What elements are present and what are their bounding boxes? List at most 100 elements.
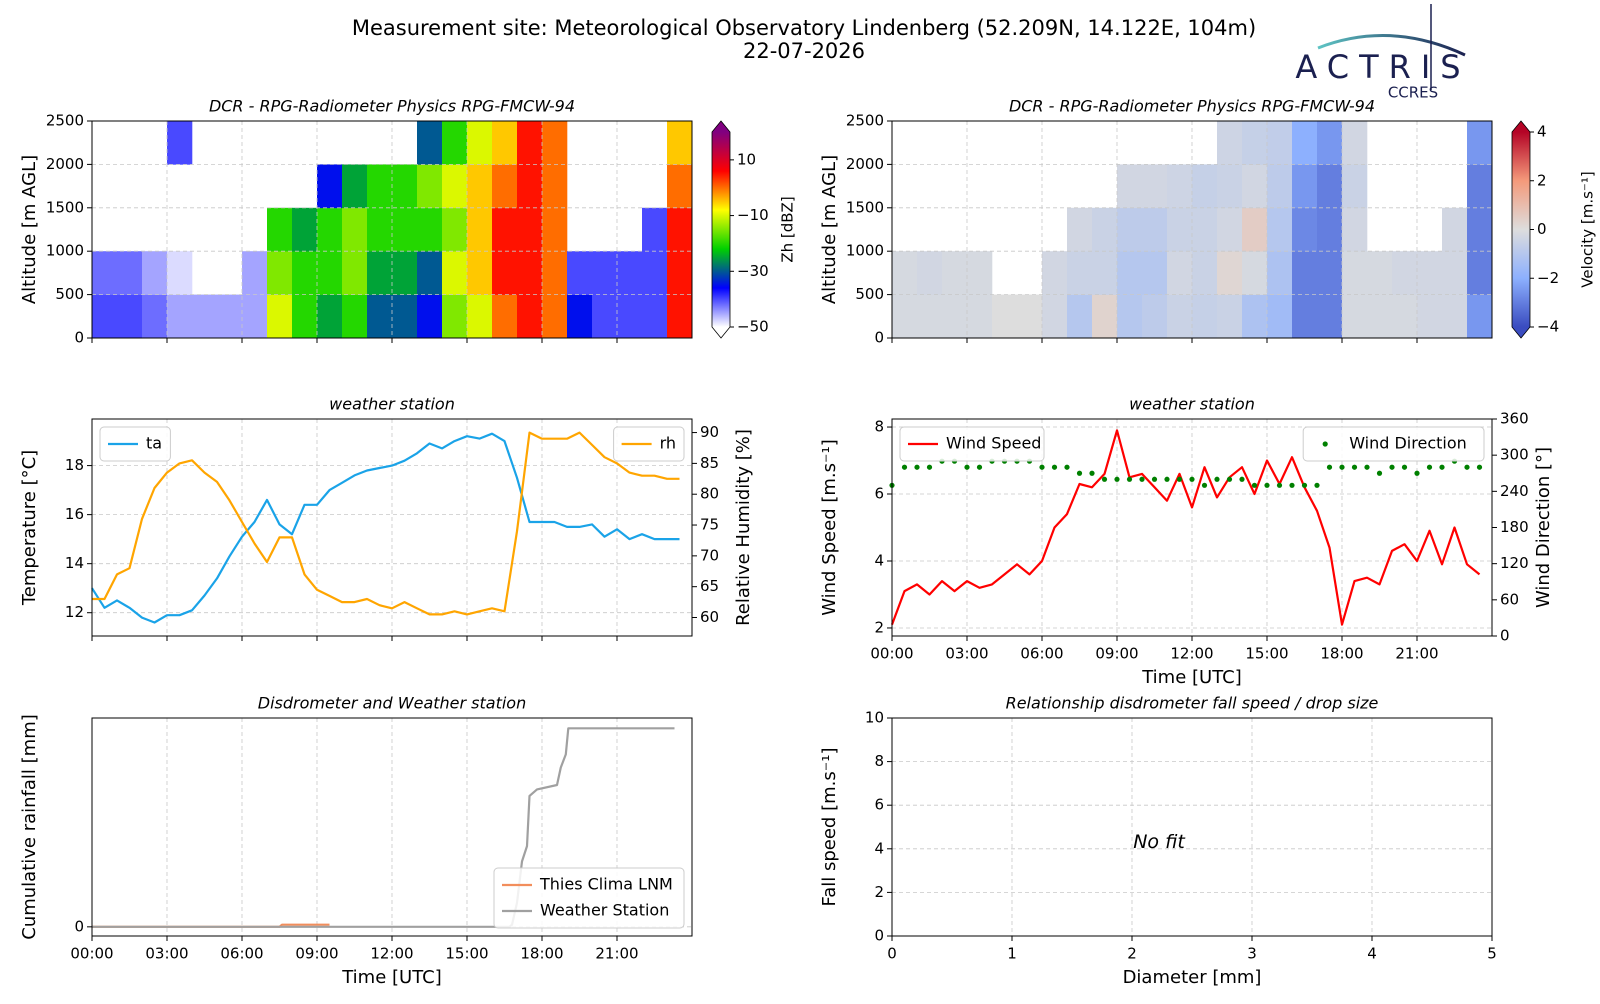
wind-direction-dot xyxy=(1326,464,1333,470)
x-axis-label: Time [UTC] xyxy=(1141,667,1242,688)
colorbar-tick-label: −2 xyxy=(1537,269,1559,287)
legend: Thies Clima LNM Weather Station xyxy=(493,867,685,929)
heatmap-cell xyxy=(1117,164,1143,209)
heatmap-cell xyxy=(1092,251,1118,295)
heatmap-cell xyxy=(117,251,143,295)
wind-direction-dot xyxy=(1276,482,1283,488)
panel-title: Disdrometer and Weather station xyxy=(258,694,526,713)
heatmap-cell xyxy=(1467,121,1493,165)
wind-direction-dot xyxy=(1089,470,1095,476)
legend: Wind Speed xyxy=(899,426,1045,462)
wind-direction-dot xyxy=(1414,470,1420,476)
legend: ta xyxy=(99,426,171,462)
wind-direction-dot xyxy=(1189,476,1195,482)
y-tick-label: 12 xyxy=(65,603,84,621)
heatmap-cell xyxy=(542,164,568,209)
wind-direction-dot xyxy=(1301,482,1308,488)
heatmap-cell xyxy=(1167,294,1193,339)
heatmap-cell xyxy=(1117,251,1143,295)
y-axis-label: Cumulative rainfall [mm] xyxy=(19,714,40,940)
y-tick-label: 0 xyxy=(874,329,884,347)
panel-title: weather station xyxy=(1129,395,1255,414)
plot-frame xyxy=(891,120,1493,339)
y2-tick-label: 70 xyxy=(700,546,719,564)
y-tick-label: 2 xyxy=(874,618,884,636)
heatmap-cell xyxy=(317,251,343,295)
heatmap-cell xyxy=(1442,207,1468,252)
heatmap-cell xyxy=(1217,251,1243,295)
wind-direction-dot xyxy=(1076,470,1083,476)
heatmap-cell xyxy=(167,294,193,339)
colorbar-extend-bottom xyxy=(1512,327,1530,338)
heatmap-cell xyxy=(517,251,543,295)
heatmap-cell xyxy=(467,121,493,165)
heatmap-cell xyxy=(92,294,118,339)
heatmap-cell xyxy=(667,294,693,339)
heatmap-cell xyxy=(167,121,193,165)
legend-marker xyxy=(1322,441,1328,447)
y-tick-label: 0 xyxy=(74,917,84,935)
figure-date: 22-07-2026 xyxy=(743,39,865,63)
wind-direction-dot xyxy=(914,464,920,470)
y-tick-label: 16 xyxy=(65,505,84,523)
y-tick-label: 1500 xyxy=(46,198,84,216)
y-tick-label: 1500 xyxy=(846,198,884,216)
heatmap-cell xyxy=(1342,294,1368,339)
heatmap-cell xyxy=(467,251,493,295)
legend-label: Wind Direction xyxy=(1349,434,1467,453)
x-tick-label: 18:00 xyxy=(520,945,563,963)
heatmap-cell xyxy=(1467,164,1493,209)
heatmap-cell xyxy=(292,207,318,252)
panel-title: weather station xyxy=(329,395,455,414)
heatmap-cell xyxy=(417,251,443,295)
heatmap-cell xyxy=(142,251,168,295)
heatmap-cell xyxy=(217,294,243,339)
y-tick-label: 2 xyxy=(874,883,884,901)
heatmap-cell xyxy=(342,294,368,339)
heatmap-cell xyxy=(1342,164,1368,209)
heatmap-cell xyxy=(1242,207,1268,252)
heatmap-cell xyxy=(1242,164,1268,209)
heatmap-cell xyxy=(567,251,593,295)
legend: Wind Direction xyxy=(1302,426,1485,462)
y-tick-label: 14 xyxy=(65,554,84,572)
heatmap-cell xyxy=(1442,294,1468,339)
legend-label: Thies Clima LNM xyxy=(539,875,673,894)
wind-direction-dot xyxy=(1476,464,1483,470)
heatmap-cell xyxy=(267,207,293,252)
heatmap-cell xyxy=(292,294,318,339)
x-tick-label: 2 xyxy=(1127,945,1137,963)
heatmap-cell xyxy=(1342,207,1368,252)
heatmap-cell xyxy=(1317,294,1343,339)
wind-direction-dot xyxy=(1251,482,1258,488)
wind-direction-dot xyxy=(1264,482,1270,488)
colorbar-tick-label: 4 xyxy=(1537,123,1547,141)
wind-direction-dot xyxy=(964,464,970,470)
y-tick-label: 18 xyxy=(65,456,84,474)
y-tick-label: 1000 xyxy=(46,242,84,260)
x-tick-label: 00:00 xyxy=(70,945,113,963)
heatmap-cell xyxy=(492,164,518,209)
heatmap-cell xyxy=(542,207,568,252)
heatmap-cell xyxy=(592,294,618,339)
colorbar-tick-label: −30 xyxy=(737,262,769,280)
heatmap-cell xyxy=(517,164,543,209)
heatmap-cell xyxy=(1392,294,1418,339)
y-tick-label: 4 xyxy=(874,839,884,857)
heatmap-cell xyxy=(117,294,143,339)
x-tick-label: 03:00 xyxy=(145,945,188,963)
heatmap-cell xyxy=(92,251,118,295)
colorbar-tick-label: −50 xyxy=(737,318,769,336)
y2-tick-label: 80 xyxy=(700,485,719,503)
panel: 00:00 03:00 06:00 09:00 12:00 15:00 18:00 21:00… xyxy=(19,694,693,988)
y-tick-label: 8 xyxy=(874,752,884,770)
heatmap-cell xyxy=(642,207,668,252)
y-tick-label: 2000 xyxy=(46,155,84,173)
heatmap-cell xyxy=(1467,251,1493,295)
y-axis-label: Temperature [°C] xyxy=(19,450,40,606)
legend-label: ta xyxy=(146,434,162,453)
heatmap-cell xyxy=(517,207,543,252)
heatmap-cell xyxy=(492,121,518,165)
y2-tick-label: 60 xyxy=(1500,590,1519,608)
wind-direction-dot xyxy=(1176,476,1183,482)
